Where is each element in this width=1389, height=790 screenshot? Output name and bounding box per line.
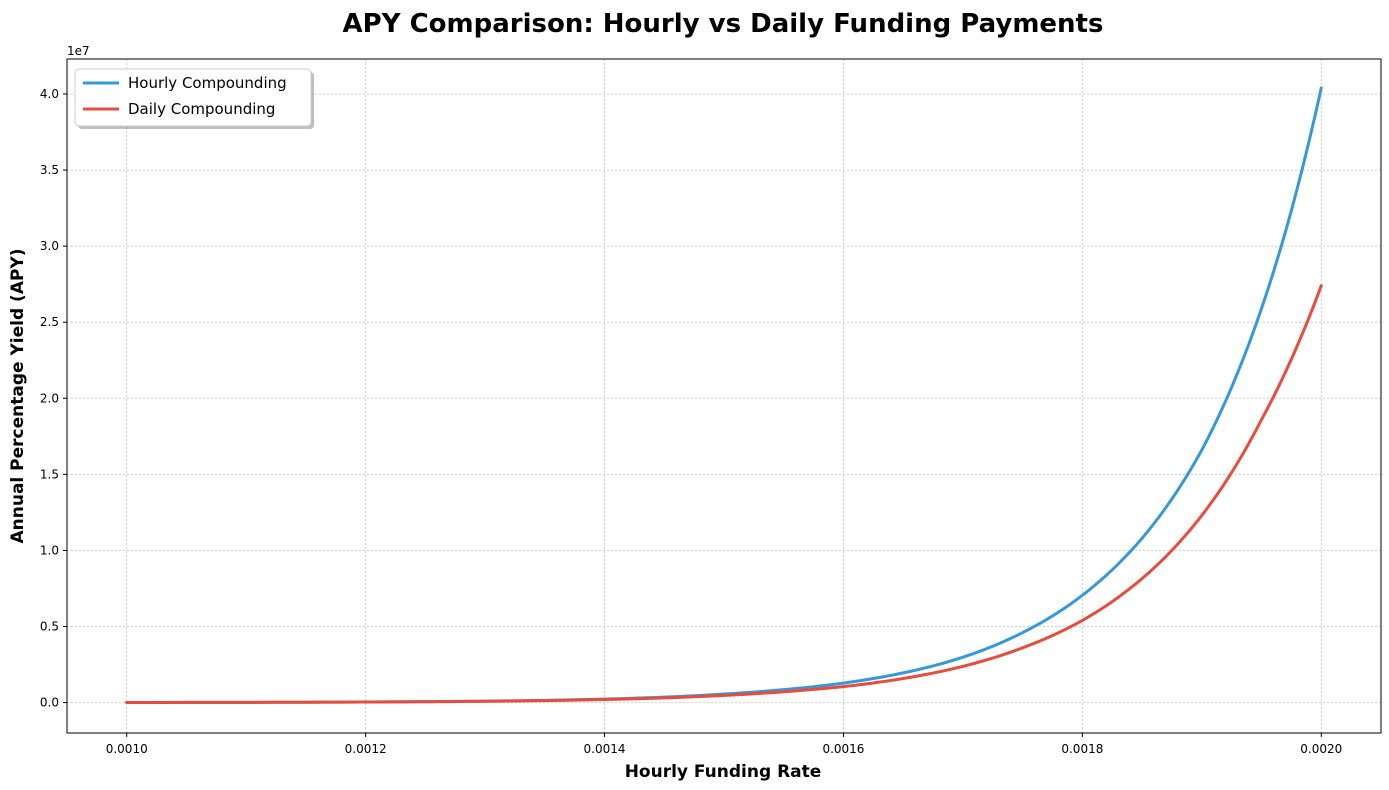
grid-lines — [67, 59, 1381, 733]
y-axis-label: Annual Percentage Yield (APY) — [8, 248, 28, 543]
series-line-daily-compounding — [125, 284, 1323, 704]
legend-label: Hourly Compounding — [128, 74, 287, 92]
x-tick-label: 0.0018 — [1061, 742, 1103, 756]
x-tick-label: 0.0012 — [345, 742, 387, 756]
legend-box — [74, 68, 312, 127]
y-tick-label: 4.0 — [40, 87, 59, 101]
x-axis-ticks: 0.0010 0.0012 0.0014 0.0016 0.0018 0.0020 — [106, 733, 1342, 756]
y-tick-label: 1.5 — [40, 467, 59, 481]
chart-title: APY Comparison: Hourly vs Daily Funding … — [343, 9, 1104, 39]
y-tick-label: 3.5 — [40, 163, 59, 177]
y-axis-ticks: 0.0 0.5 1.0 1.5 2.0 2.5 3.0 3.5 4.0 — [40, 87, 67, 710]
y-tick-label: 3.0 — [40, 239, 59, 253]
y-tick-label: 0.0 — [40, 696, 59, 710]
series-layer — [125, 86, 1323, 704]
x-tick-label: 0.0020 — [1300, 742, 1342, 756]
x-axis-label: Hourly Funding Rate — [625, 762, 822, 782]
plot-area-frame — [66, 58, 1382, 734]
y-tick-label: 1.0 — [40, 543, 59, 557]
x-tick-label: 0.0010 — [106, 742, 148, 756]
x-tick-label: 0.0016 — [822, 742, 864, 756]
y-tick-label: 0.5 — [40, 619, 59, 633]
x-tick-label: 0.0014 — [584, 742, 626, 756]
legend-label: Daily Compounding — [128, 100, 275, 118]
y-tick-label: 2.0 — [40, 391, 59, 405]
y-tick-label: 2.5 — [40, 315, 59, 329]
legend-items: Hourly Compounding Daily Compounding — [83, 74, 287, 118]
y-axis-offset-label: 1e7 — [67, 44, 90, 58]
legend: Hourly Compounding Daily Compounding — [74, 68, 314, 129]
